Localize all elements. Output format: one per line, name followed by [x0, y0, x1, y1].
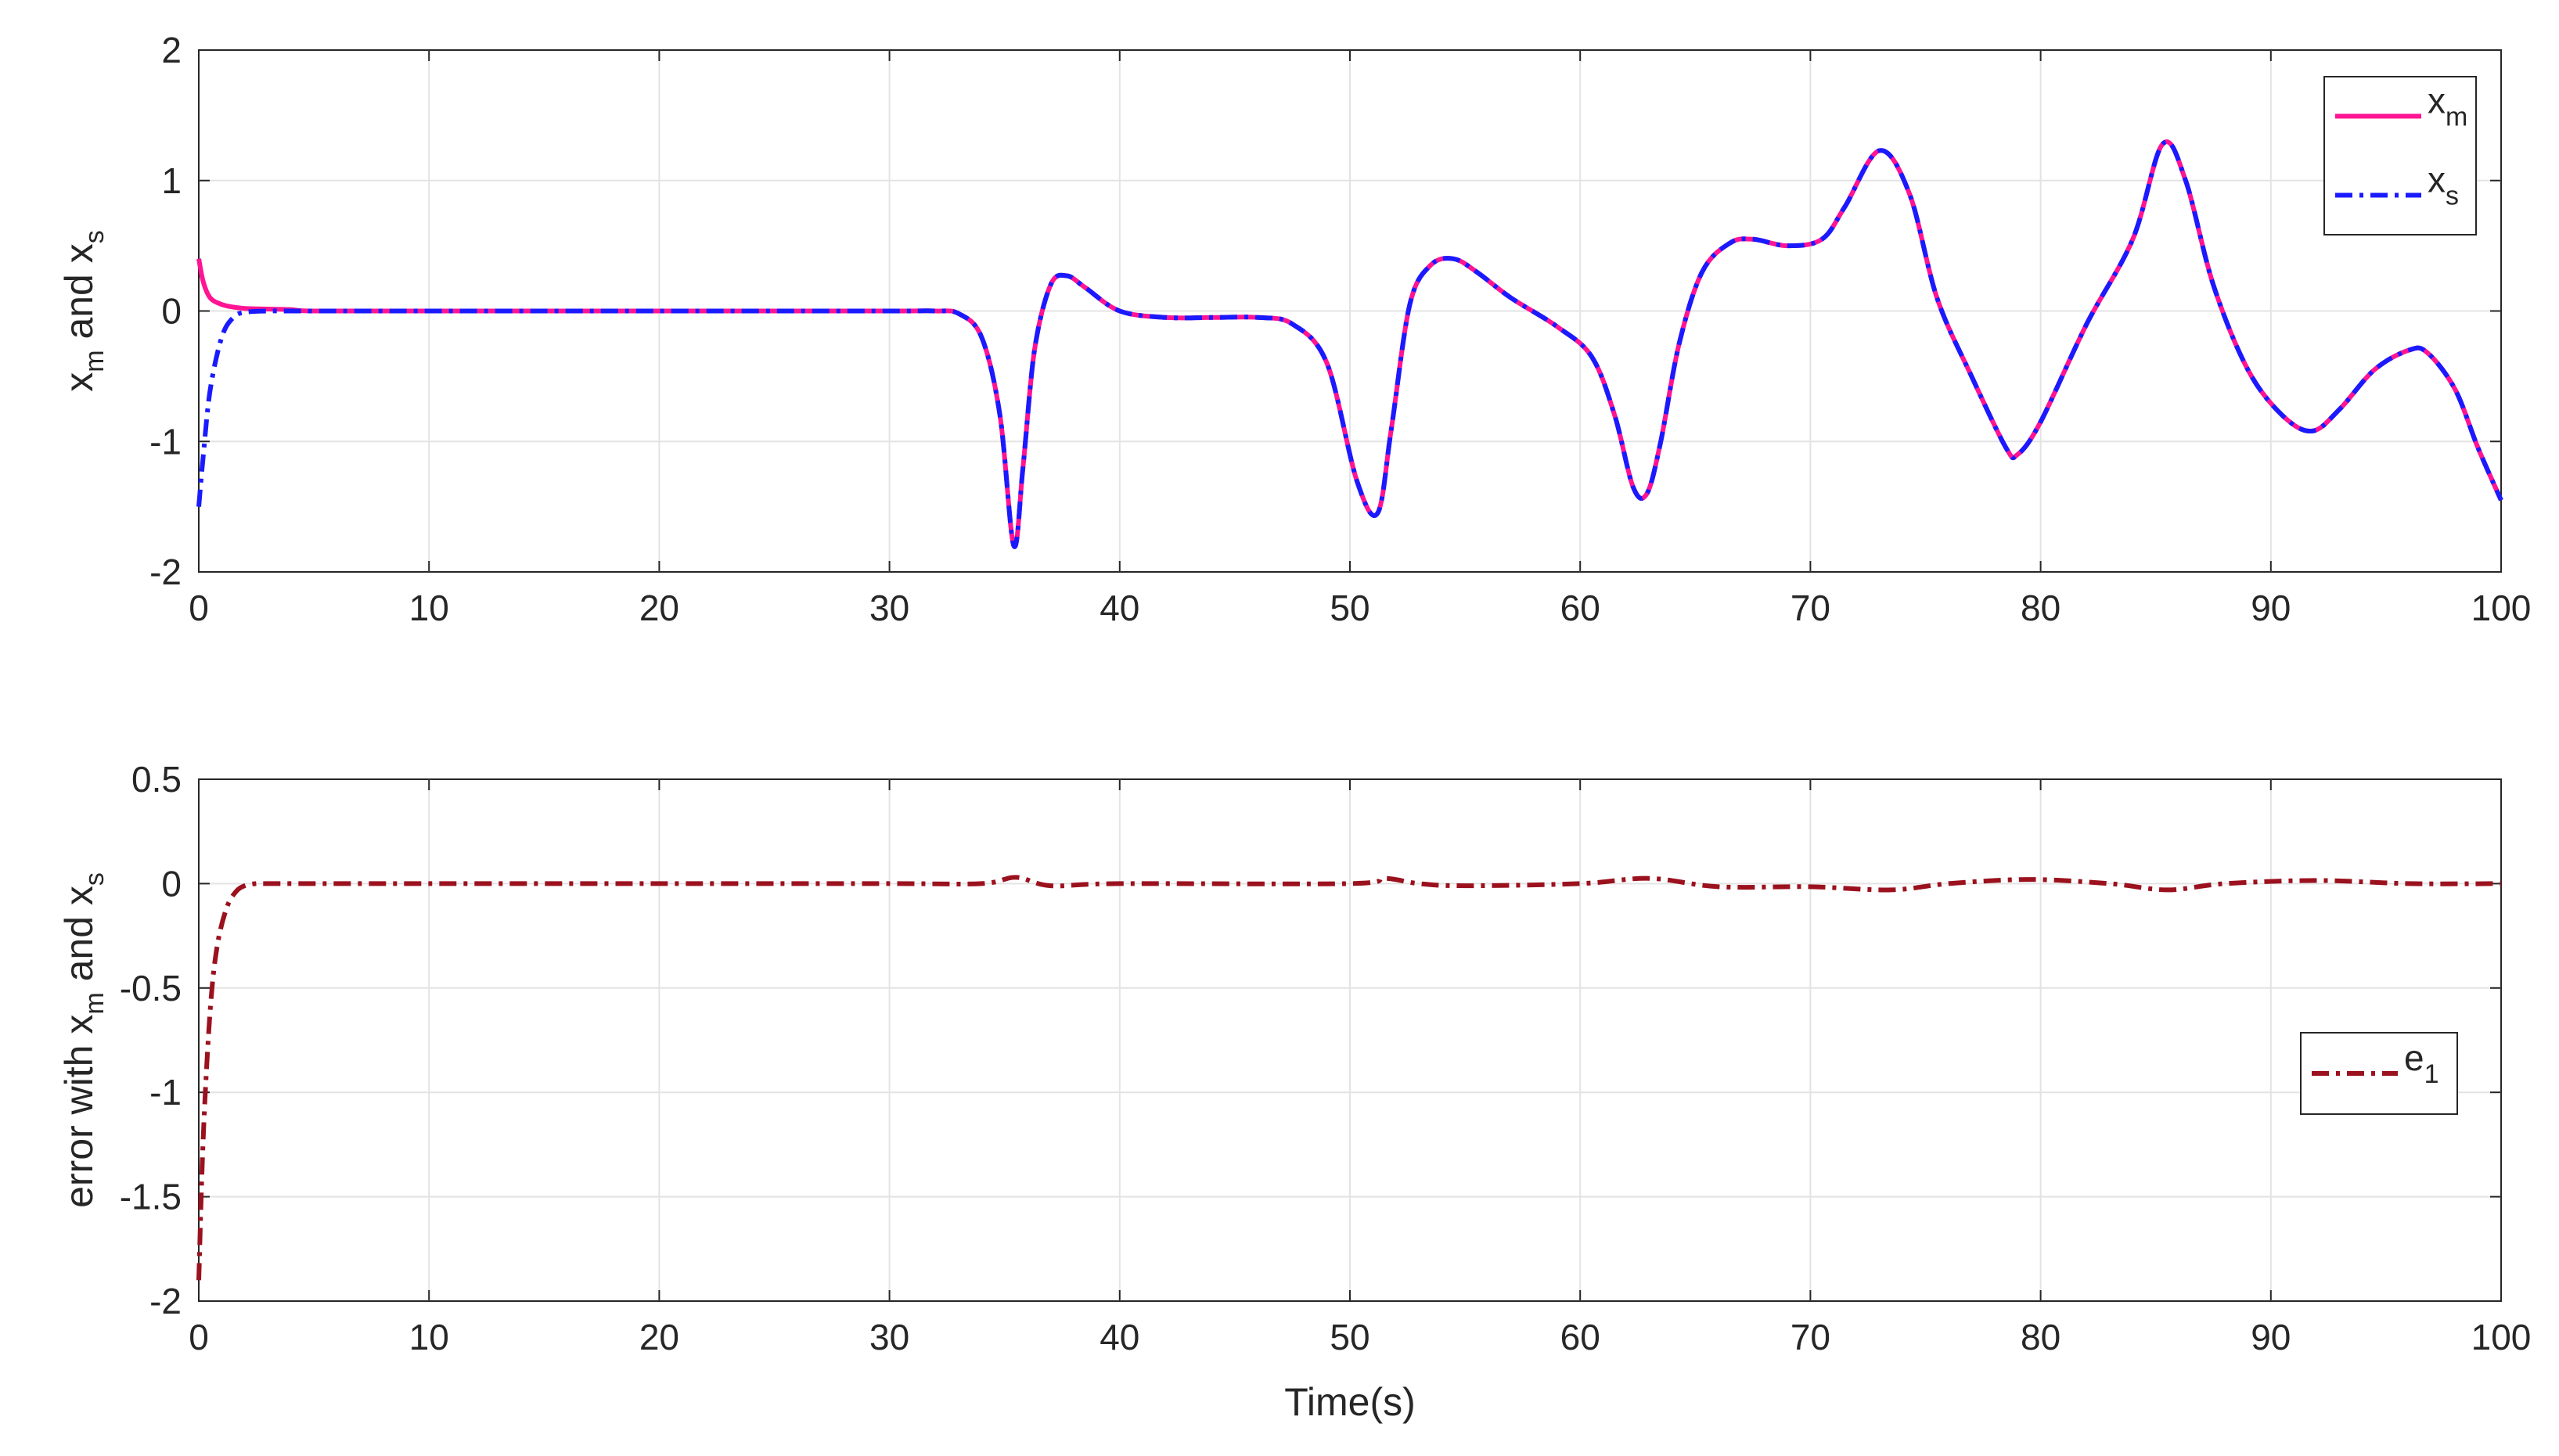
legend-label-e1: e1 [2404, 1037, 2439, 1089]
y-tick-label: 0 [161, 863, 182, 904]
x-tick-label: 50 [1330, 588, 1369, 628]
y-tick-label: 1 [161, 160, 182, 201]
y-tick-label: -2 [149, 1281, 182, 1321]
top-y-axis-label: xm and xs [57, 230, 110, 392]
x-tick-label: 40 [1100, 1317, 1139, 1357]
y-tick-label: -1.5 [120, 1177, 182, 1217]
x-tick-label: 30 [869, 588, 909, 628]
series-line-xs [196, 139, 2503, 549]
x-tick-label: 30 [869, 1317, 909, 1357]
top-legend: xm xs [2323, 76, 2477, 235]
legend-label-xs: xs [2428, 160, 2459, 211]
x-tick-label: 60 [1560, 588, 1600, 628]
x-tick-label: 80 [2021, 588, 2061, 628]
x-tick-label: 70 [1791, 1317, 1830, 1357]
x-tick-label: 40 [1100, 588, 1139, 628]
x-tick-label: 70 [1791, 588, 1830, 628]
bottom-tick-labels: 0 10 20 30 40 50 60 70 80 90 100 0.5 0 -0.5 -1 -1.5 -2 [120, 759, 2532, 1357]
y-tick-label: 0.5 [131, 759, 182, 800]
top-grid [198, 49, 2502, 573]
y-tick-label: -1 [149, 421, 182, 462]
legend-box [2323, 76, 2477, 235]
top-series [196, 139, 2503, 549]
legend-label-xm: xm [2428, 81, 2467, 132]
y-tick-label: 2 [161, 30, 182, 70]
x-tick-label: 0 [189, 588, 209, 628]
x-tick-label: 50 [1330, 1317, 1369, 1357]
bottom-x-axis-label: Time(s) [1284, 1380, 1416, 1424]
x-tick-label: 100 [2471, 588, 2532, 628]
x-tick-label: 90 [2251, 588, 2291, 628]
bottom-series [196, 875, 2502, 1281]
y-tick-label: 0 [161, 291, 182, 332]
x-tick-label: 10 [409, 588, 449, 628]
y-tick-label: -2 [149, 552, 182, 592]
series-line-e1 [196, 875, 2502, 1281]
y-tick-label: -1 [149, 1072, 182, 1113]
bottom-chart: 0 10 20 30 40 50 60 70 80 90 100 0.5 0 -0.5 -1 -1.5 -2 e… [57, 759, 2531, 1424]
bottom-legend: e1 [2300, 1032, 2458, 1115]
bottom-y-axis-label: error with xm and xs [57, 872, 110, 1208]
x-tick-label: 90 [2251, 1317, 2291, 1357]
x-tick-label: 10 [409, 1317, 449, 1357]
x-tick-label: 0 [189, 1317, 209, 1357]
y-tick-label: -0.5 [120, 968, 182, 1008]
x-tick-label: 100 [2471, 1317, 2532, 1357]
x-tick-label: 20 [639, 588, 679, 628]
x-tick-label: 60 [1560, 1317, 1600, 1357]
x-tick-label: 80 [2021, 1317, 2061, 1357]
x-tick-label: 20 [639, 1317, 679, 1357]
